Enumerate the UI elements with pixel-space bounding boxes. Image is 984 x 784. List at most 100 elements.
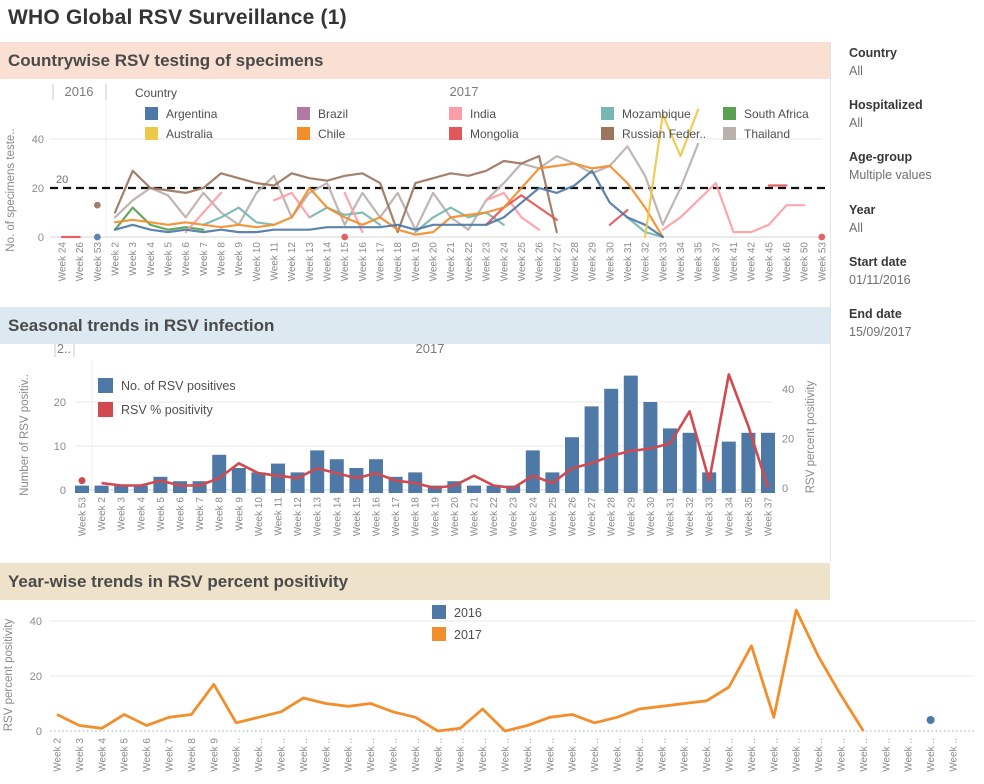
legend-label: 2017 [454, 628, 482, 642]
x-tick-label: Week 6 [142, 738, 153, 772]
series-dot [93, 233, 101, 241]
x-tick-label: Week 10 [252, 242, 263, 282]
seasonal-legend: No. of RSV positives RSV % positivity [98, 378, 236, 417]
bar [741, 432, 756, 493]
legend-swatch [432, 605, 446, 619]
panel-header-countrywise: Countrywise RSV testing of specimens [0, 42, 830, 79]
legend-swatch [449, 107, 462, 120]
filter-age-group[interactable]: Age-group Multiple values [849, 150, 979, 182]
x-tick-label: Week 24 [528, 497, 539, 537]
filter-label: Age-group [849, 150, 913, 164]
filter-value[interactable]: All [849, 221, 863, 235]
x-tick-label: Week 22 [464, 242, 475, 282]
filter-value[interactable]: 01/11/2016 [849, 273, 911, 287]
series-line [608, 209, 629, 226]
filter-year[interactable]: Year All [849, 203, 979, 235]
filter-value[interactable]: 15/09/2017 [849, 325, 912, 339]
series-dot [78, 477, 86, 485]
bar [251, 472, 266, 493]
legend-label: Brazil [318, 107, 348, 121]
x-tick-label: Week 21 [470, 497, 481, 537]
legend-item-india[interactable]: India [449, 107, 496, 121]
series-line [113, 169, 664, 239]
series-line [661, 181, 806, 234]
legend-swatch [98, 402, 113, 417]
x-tick-label: Week 26 [535, 242, 546, 282]
x-tick-label: Week 7 [199, 242, 210, 276]
dashboard-title: WHO Global RSV Surveillance (1) [8, 6, 347, 29]
x-tick-label: Week 18 [393, 242, 404, 282]
x-tick-label: Week 5 [120, 738, 131, 772]
legend-item-brazil[interactable]: Brazil [297, 107, 348, 121]
x-tick-label: Week 22 [489, 497, 500, 537]
x-tick-label: Week .. [635, 738, 646, 772]
legend-item-chile[interactable]: Chile [297, 127, 346, 141]
x-tick-label: Week 14 [332, 497, 343, 537]
legend-item-argentina[interactable]: Argentina [145, 107, 218, 121]
x-tick-label: Week 29 [626, 497, 637, 537]
x-tick-label: Week 8 [215, 497, 226, 531]
series-line [113, 142, 700, 231]
series-line [272, 191, 311, 219]
legend-item-australia[interactable]: Australia [145, 127, 213, 141]
x-tick-label: Week 8 [217, 242, 228, 276]
series-line [485, 194, 558, 226]
legend-item-mongolia[interactable]: Mongolia [449, 127, 519, 141]
x-tick-label: Week 32 [641, 242, 652, 282]
x-tick-label: Week 30 [646, 497, 657, 537]
bar [584, 406, 599, 493]
x-tick-label: Week 26 [75, 242, 86, 282]
x-tick-label: Week 2 [53, 738, 64, 772]
x-tick-label: Week 2 [111, 242, 122, 276]
series-line [414, 206, 505, 234]
filter-value[interactable]: All [849, 116, 863, 130]
x-tick-label: Week 24 [58, 242, 69, 282]
year-header-2017: 2017 [450, 84, 479, 99]
x-tick-label: Week 6 [176, 497, 187, 531]
x-tick-label: Week .. [545, 738, 556, 772]
x-tick-label: Week 4 [146, 242, 157, 276]
x-tick-label: Week 35 [744, 497, 755, 537]
series-line [485, 191, 541, 231]
x-tick-label: Week 21 [446, 242, 457, 282]
x-tick-label: Week 28 [570, 242, 581, 282]
legend-item-russian-federation[interactable]: Russian Feder.. [601, 127, 706, 141]
legend-swatch [145, 107, 158, 120]
x-tick-label: Week .. [523, 738, 534, 772]
x-tick-label: Week 24 [499, 242, 510, 282]
legend-label: India [470, 107, 496, 121]
bar [310, 450, 325, 493]
series-australia [643, 108, 700, 239]
x-tick-label: Week 37 [711, 242, 722, 282]
bar [271, 463, 285, 493]
y-tick-label-left: 0 [60, 485, 66, 497]
year-header-2016: 2.. [57, 342, 71, 356]
filter-end-date[interactable]: End date 15/09/2017 [849, 307, 979, 339]
filter-country[interactable]: Country All [849, 46, 979, 78]
filter-value[interactable]: Multiple values [849, 168, 932, 182]
legend-item-mozambique[interactable]: Mozambique [601, 107, 691, 121]
series-line [643, 108, 700, 239]
filter-hospitalized[interactable]: Hospitalized All [849, 98, 979, 130]
x-tick-label: Week 37 [764, 497, 775, 537]
legend-item-south-africa[interactable]: South Africa [723, 107, 809, 121]
x-tick-label: Week 45 [764, 242, 775, 282]
legend-label: RSV % positivity [121, 403, 213, 417]
x-tick-label: Week .. [590, 738, 601, 772]
series-mongolia [60, 184, 826, 241]
filter-start-date[interactable]: Start date 01/11/2016 [849, 255, 979, 287]
x-tick-label: Week 33 [705, 497, 716, 537]
legend-item-thailand[interactable]: Thailand [723, 127, 790, 141]
bar [94, 485, 109, 493]
x-tick-label: Week 18 [411, 497, 422, 537]
x-tick-label: Week .. [344, 738, 355, 772]
legend-label: No. of RSV positives [121, 379, 236, 393]
panel-title: Year-wise trends in RSV percent positivi… [8, 571, 349, 591]
filter-value[interactable]: All [849, 64, 863, 78]
legend-swatch [449, 127, 462, 140]
bar [173, 481, 187, 493]
panel-title: Countrywise RSV testing of specimens [8, 50, 324, 70]
x-tick-label: Week 8 [187, 738, 198, 772]
legend-label: Russian Feder.. [622, 127, 706, 141]
bar [663, 428, 677, 493]
